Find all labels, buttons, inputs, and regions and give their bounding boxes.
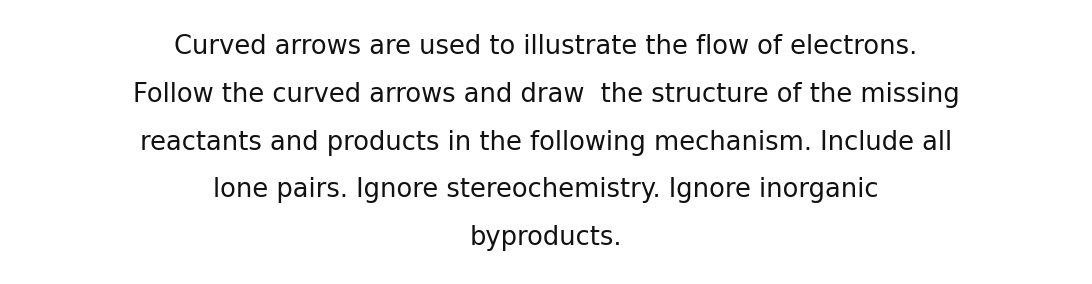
Text: Follow the curved arrows and draw  the structure of the missing: Follow the curved arrows and draw the st… [132, 82, 960, 108]
Text: byproducts.: byproducts. [470, 225, 622, 251]
Text: lone pairs. Ignore stereochemistry. Ignore inorganic: lone pairs. Ignore stereochemistry. Igno… [213, 177, 879, 203]
Text: Curved arrows are used to illustrate the flow of electrons.: Curved arrows are used to illustrate the… [175, 34, 917, 60]
Text: reactants and products in the following mechanism. Include all: reactants and products in the following … [140, 130, 952, 156]
